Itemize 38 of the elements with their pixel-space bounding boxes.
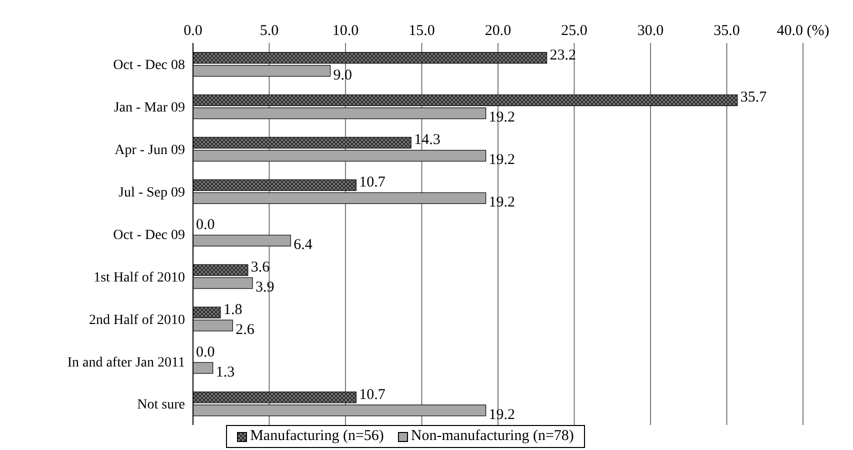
y-tick-label: 2nd Half of 2010 [88, 312, 185, 328]
y-tick-label: Jan - Mar 09 [114, 100, 185, 116]
x-tick-label: 35.0 [714, 23, 740, 39]
x-tick-label: 40.0 (%) [776, 23, 830, 39]
x-tick-label: 20.0 [484, 23, 512, 39]
y-tick-label: Oct - Dec 09 [113, 228, 185, 243]
y-tick-label: Oct - Dec 08 [113, 58, 185, 74]
data-label: 6.4 [294, 237, 313, 254]
x-tick-label: 25.0 [561, 23, 588, 39]
data-label: 10.7 [359, 174, 386, 191]
data-label: 0.0 [196, 344, 215, 360]
y-tick-label: Not sure [137, 398, 185, 413]
data-label: 35.7 [740, 90, 768, 106]
x-tick-label: 10.0 [332, 23, 359, 39]
data-label: 3.9 [255, 279, 274, 296]
x-tick-label: 30.0 [637, 23, 664, 39]
legend-label: Manufacturing (n=56) [249, 428, 384, 445]
y-tick-label: In and after Jan 2011 [67, 355, 185, 370]
data-label: 19.2 [488, 152, 516, 168]
data-label: 10.7 [359, 386, 386, 403]
data-label: 14.3 [414, 132, 440, 148]
y-tick-label: 1st Half of 2010 [94, 270, 185, 286]
data-label: 1.8 [223, 302, 242, 318]
x-tick-label: 5.0 [260, 23, 279, 39]
data-label: 19.2 [488, 110, 516, 126]
data-label: 1.3 [216, 364, 235, 380]
x-tick-label: 0.0 [184, 23, 202, 39]
data-label: 19.2 [488, 406, 516, 423]
data-label: 19.2 [488, 194, 516, 211]
y-tick-label: Jul - Sep 09 [118, 186, 185, 201]
y-tick-label: Apr - Jun 09 [114, 143, 185, 158]
x-tick-label: 15.0 [408, 23, 435, 39]
data-label: 2.6 [236, 322, 255, 338]
data-label: 0.0 [196, 217, 215, 234]
data-label: 9.0 [333, 67, 352, 84]
data-label: 23.2 [550, 47, 576, 64]
data-label: 3.6 [250, 259, 270, 276]
legend-label: Non-manufacturing (n=78) [410, 428, 574, 445]
